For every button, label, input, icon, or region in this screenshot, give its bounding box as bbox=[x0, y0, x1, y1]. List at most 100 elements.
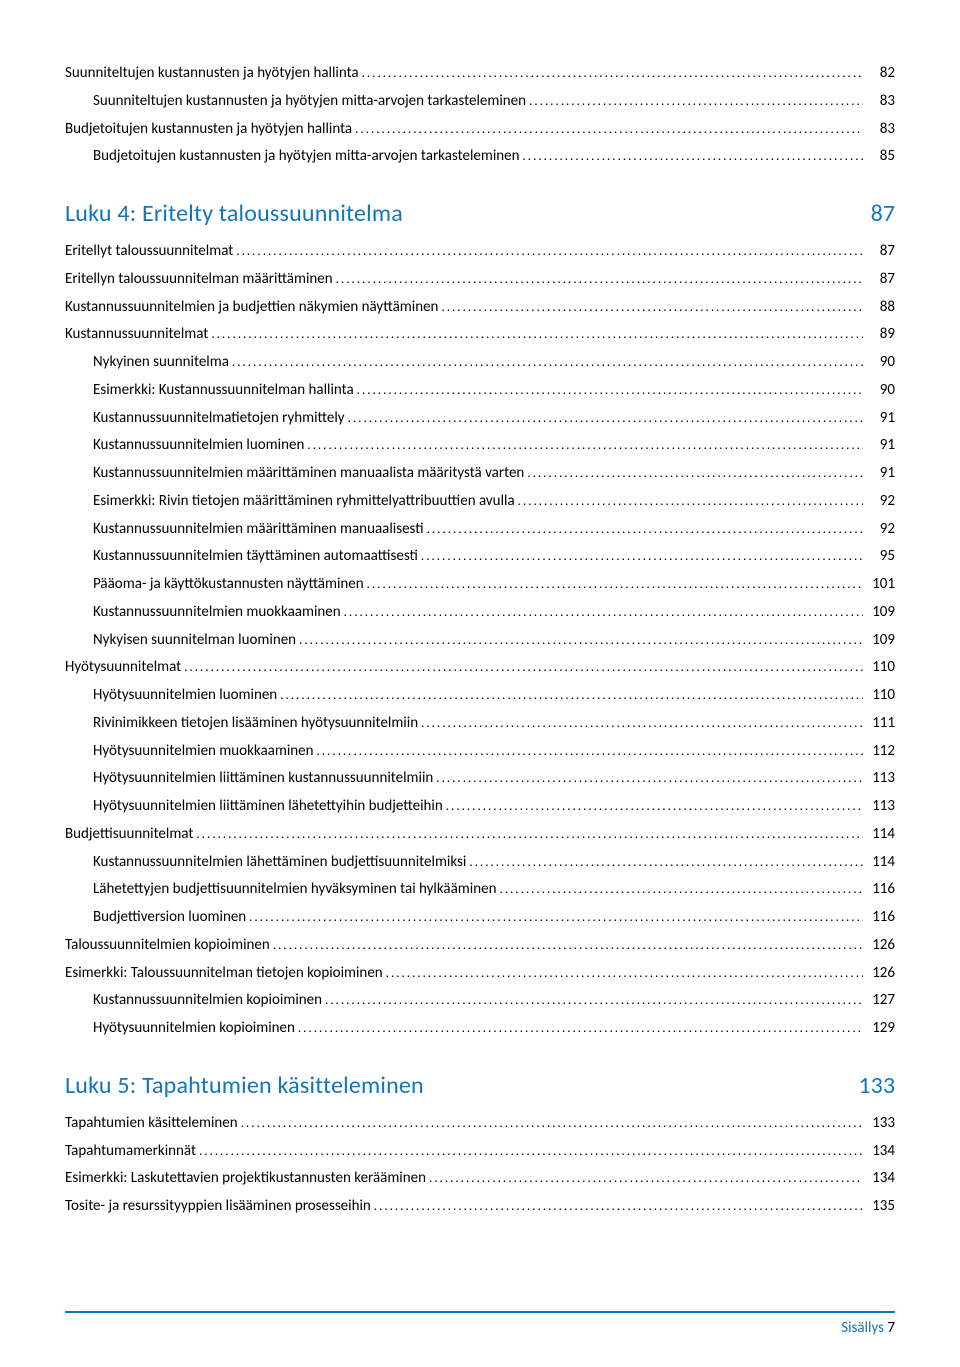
toc-leader bbox=[277, 682, 863, 710]
toc-entry-title: Eritellyt taloussuunnitelmat bbox=[65, 238, 233, 266]
toc-entry[interactable]: Suunniteltujen kustannusten ja hyötyjen … bbox=[65, 60, 895, 88]
toc-entry-title: Hyötysuunnitelmat bbox=[65, 654, 181, 682]
footer-page-number: 7 bbox=[887, 1319, 895, 1337]
toc-entry-page: 113 bbox=[863, 765, 895, 793]
chapter-5-pagenum: 133 bbox=[859, 1071, 896, 1100]
toc-entry-page: 126 bbox=[863, 932, 895, 960]
toc-entry[interactable]: Kustannussuunnitelmien muokkaaminen109 bbox=[65, 599, 895, 627]
toc-entry[interactable]: Nykyinen suunnitelma90 bbox=[65, 349, 895, 377]
toc-entry[interactable]: Kustannussuunnitelmien ja budjettien näk… bbox=[65, 294, 895, 322]
toc-entry-title: Lähetettyjen budjettisuunnitelmien hyväk… bbox=[93, 876, 496, 904]
toc-entry-page: 114 bbox=[863, 821, 895, 849]
toc-entry[interactable]: Kustannussuunnitelmien täyttäminen autom… bbox=[65, 543, 895, 571]
toc-leader bbox=[333, 266, 863, 294]
toc-leader bbox=[296, 627, 863, 655]
toc-entry[interactable]: Kustannussuunnitelmien määrittäminen man… bbox=[65, 516, 895, 544]
toc-entry[interactable]: Budjetoitujen kustannusten ja hyötyjen h… bbox=[65, 116, 895, 144]
toc-entry-page: 87 bbox=[863, 266, 895, 294]
toc-entry[interactable]: Tapahtumien käsitteleminen133 bbox=[65, 1110, 895, 1138]
toc-leader bbox=[466, 849, 863, 877]
toc-entry-title: Hyötysuunnitelmien liittäminen kustannus… bbox=[93, 765, 433, 793]
toc-leader bbox=[313, 738, 863, 766]
toc-section-ch5: Tapahtumien käsitteleminen133Tapahtumame… bbox=[65, 1110, 895, 1221]
toc-entry[interactable]: Lähetettyjen budjettisuunnitelmien hyväk… bbox=[65, 876, 895, 904]
toc-entry-page: 127 bbox=[863, 987, 895, 1015]
toc-entry-page: 95 bbox=[863, 543, 895, 571]
chapter-4-title[interactable]: Luku 4: Eritelty taloussuunnitelma bbox=[65, 199, 403, 228]
toc-leader bbox=[341, 599, 863, 627]
toc-entry[interactable]: Budjettisuunnitelmat114 bbox=[65, 821, 895, 849]
toc-entry[interactable]: Suunniteltujen kustannusten ja hyötyjen … bbox=[65, 88, 895, 116]
toc-leader bbox=[193, 821, 863, 849]
toc-entry-title: Kustannussuunnitelmat bbox=[65, 321, 208, 349]
toc-section-top: Suunniteltujen kustannusten ja hyötyjen … bbox=[65, 60, 895, 171]
toc-entry[interactable]: Kustannussuunnitelmien lähettäminen budj… bbox=[65, 849, 895, 877]
toc-entry-page: 101 bbox=[863, 571, 895, 599]
toc-entry-title: Esimerkki: Laskutettavien projektikustan… bbox=[65, 1165, 426, 1193]
toc-entry-title: Hyötysuunnitelmien liittäminen lähetetty… bbox=[93, 793, 443, 821]
toc-leader bbox=[233, 238, 863, 266]
toc-entry[interactable]: Kustannussuunnitelmien määrittäminen man… bbox=[65, 460, 895, 488]
toc-entry[interactable]: Kustannussuunnitelmien kopioiminen127 bbox=[65, 987, 895, 1015]
toc-entry-title: Kustannussuunnitelmien lähettäminen budj… bbox=[93, 849, 466, 877]
toc-entry-page: 112 bbox=[863, 738, 895, 766]
toc-entry-page: 82 bbox=[863, 60, 895, 88]
toc-entry-title: Suunniteltujen kustannusten ja hyötyjen … bbox=[65, 60, 359, 88]
toc-leader bbox=[354, 377, 863, 405]
toc-entry[interactable]: Hyötysuunnitelmien liittäminen lähetetty… bbox=[65, 793, 895, 821]
toc-leader bbox=[345, 405, 863, 433]
toc-entry[interactable]: Hyötysuunnitelmien luominen110 bbox=[65, 682, 895, 710]
toc-entry[interactable]: Rivinimikkeen tietojen lisääminen hyötys… bbox=[65, 710, 895, 738]
toc-entry[interactable]: Esimerkki: Rivin tietojen määrittäminen … bbox=[65, 488, 895, 516]
toc-entry-title: Esimerkki: Kustannussuunnitelman hallint… bbox=[93, 377, 354, 405]
toc-leader bbox=[515, 488, 863, 516]
toc-entry-page: 110 bbox=[863, 654, 895, 682]
toc-entry[interactable]: Nykyisen suunnitelman luominen109 bbox=[65, 627, 895, 655]
toc-entry-page: 109 bbox=[863, 599, 895, 627]
toc-entry[interactable]: Kustannussuunnitelmatietojen ryhmittely9… bbox=[65, 405, 895, 433]
toc-entry[interactable]: Kustannussuunnitelmat89 bbox=[65, 321, 895, 349]
toc-entry-page: 110 bbox=[863, 682, 895, 710]
toc-leader bbox=[371, 1193, 863, 1221]
toc-entry[interactable]: Pääoma- ja käyttökustannusten näyttämine… bbox=[65, 571, 895, 599]
toc-entry[interactable]: Esimerkki: Laskutettavien projektikustan… bbox=[65, 1165, 895, 1193]
toc-leader bbox=[295, 1015, 863, 1043]
toc-entry[interactable]: Budjetoitujen kustannusten ja hyötyjen m… bbox=[65, 143, 895, 171]
toc-entry[interactable]: Esimerkki: Kustannussuunnitelman hallint… bbox=[65, 377, 895, 405]
toc-entry-title: Hyötysuunnitelmien muokkaaminen bbox=[93, 738, 313, 766]
toc-leader bbox=[181, 654, 863, 682]
toc-entry-title: Tapahtumamerkinnät bbox=[65, 1138, 196, 1166]
toc-entry[interactable]: Taloussuunnitelmien kopioiminen 126 bbox=[65, 932, 895, 960]
toc-entry[interactable]: Eritellyn taloussuunnitelman määrittämin… bbox=[65, 266, 895, 294]
toc-entry[interactable]: Esimerkki: Taloussuunnitelman tietojen k… bbox=[65, 960, 895, 988]
toc-entry[interactable]: Eritellyt taloussuunnitelmat 87 bbox=[65, 238, 895, 266]
toc-entry-page: 114 bbox=[863, 849, 895, 877]
chapter-5-title[interactable]: Luku 5: Tapahtumien käsitteleminen bbox=[65, 1071, 424, 1100]
toc-leader bbox=[433, 765, 863, 793]
toc-leader bbox=[352, 116, 863, 144]
toc-entry[interactable]: Tapahtumamerkinnät134 bbox=[65, 1138, 895, 1166]
chapter-4-pagenum: 87 bbox=[871, 199, 895, 228]
toc-entry-page: 91 bbox=[863, 405, 895, 433]
toc-leader bbox=[424, 516, 863, 544]
toc-entry-page: 87 bbox=[863, 238, 895, 266]
toc-entry[interactable]: Kustannussuunnitelmien luominen91 bbox=[65, 432, 895, 460]
toc-leader bbox=[524, 460, 863, 488]
toc-entry[interactable]: Hyötysuunnitelmien muokkaaminen 112 bbox=[65, 738, 895, 766]
toc-entry[interactable]: Hyötysuunnitelmien kopioiminen129 bbox=[65, 1015, 895, 1043]
toc-entry[interactable]: Tosite- ja resurssityyppien lisääminen p… bbox=[65, 1193, 895, 1221]
toc-entry[interactable]: Hyötysuunnitelmien liittäminen kustannus… bbox=[65, 765, 895, 793]
toc-entry[interactable]: Hyötysuunnitelmat 110 bbox=[65, 654, 895, 682]
toc-leader bbox=[359, 60, 863, 88]
toc-leader bbox=[383, 960, 863, 988]
toc-leader bbox=[364, 571, 863, 599]
toc-entry-title: Budjetoitujen kustannusten ja hyötyjen h… bbox=[65, 116, 352, 144]
toc-entry-title: Taloussuunnitelmien kopioiminen bbox=[65, 932, 270, 960]
toc-entry-title: Budjettiversion luominen bbox=[93, 904, 246, 932]
toc-leader bbox=[322, 987, 863, 1015]
toc-entry[interactable]: Budjettiversion luominen 116 bbox=[65, 904, 895, 932]
toc-entry-title: Eritellyn taloussuunnitelman määrittämin… bbox=[65, 266, 333, 294]
toc-entry-page: 135 bbox=[863, 1193, 895, 1221]
toc-entry-page: 116 bbox=[863, 904, 895, 932]
toc-entry-title: Hyötysuunnitelmien kopioiminen bbox=[93, 1015, 295, 1043]
